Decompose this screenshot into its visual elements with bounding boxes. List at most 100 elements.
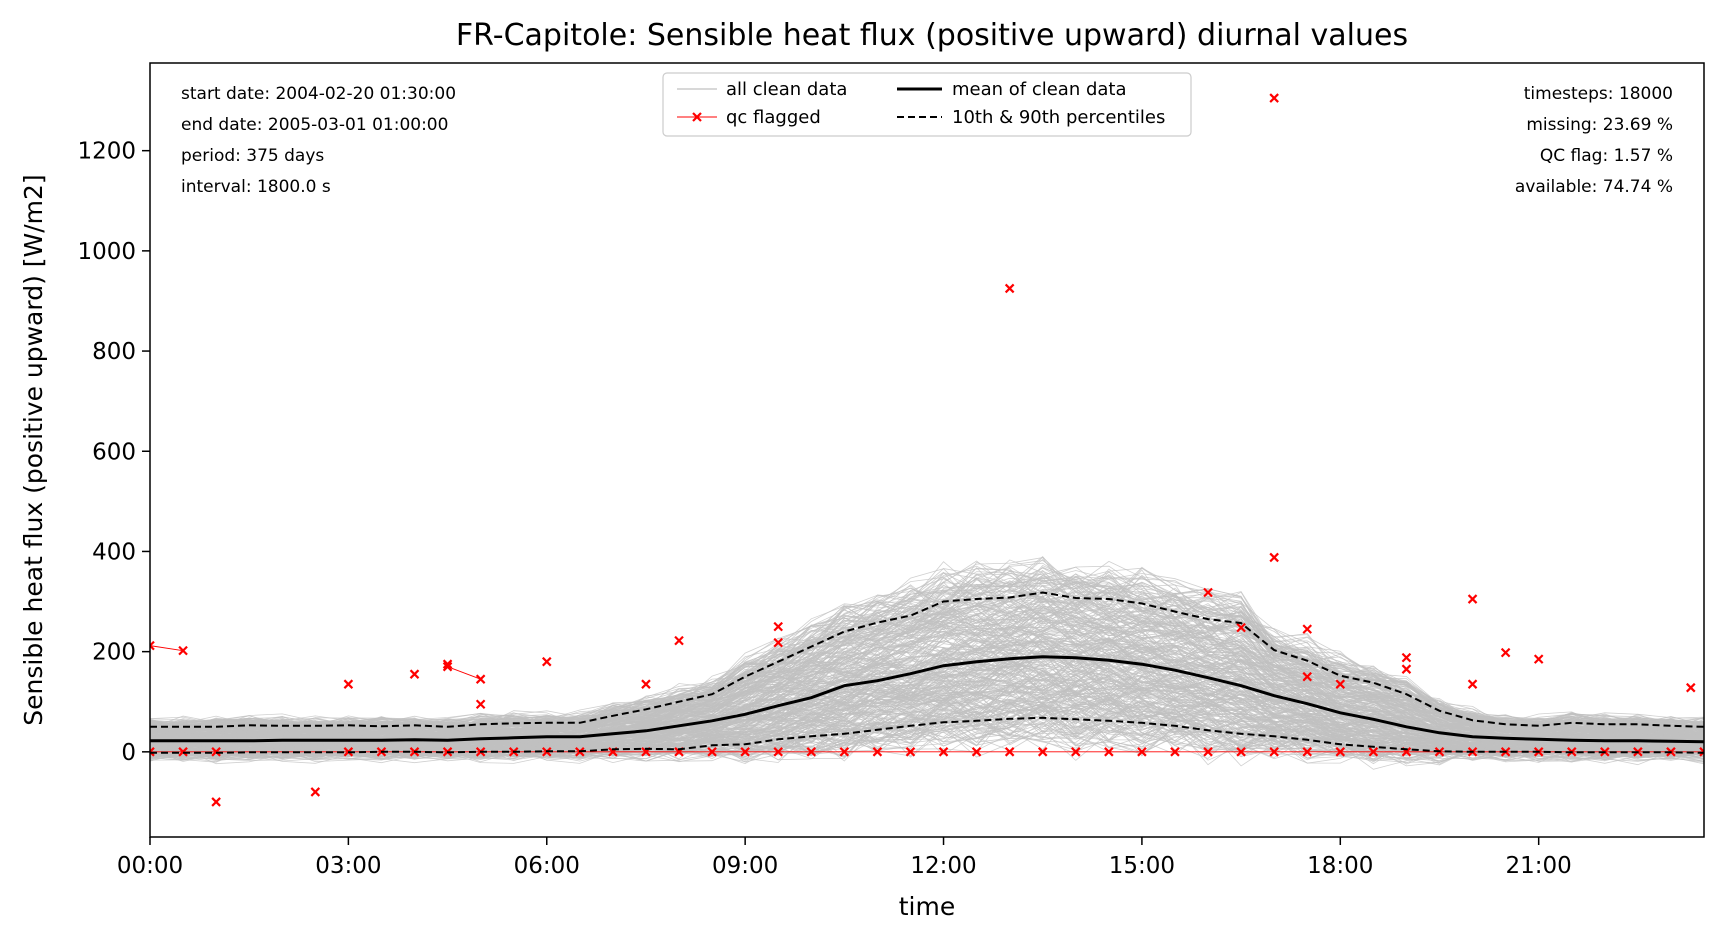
qc-marker xyxy=(806,747,817,757)
qc-marker xyxy=(773,747,783,757)
qc-marker xyxy=(1467,594,1478,604)
qc-marker xyxy=(1533,654,1544,664)
qc-marker xyxy=(1401,664,1412,674)
clean-data-line xyxy=(150,596,1704,737)
qc-marker xyxy=(1004,747,1015,757)
qc-marker xyxy=(1170,747,1180,757)
qc-marker xyxy=(872,747,883,757)
x-tick-label-4: 12:00 xyxy=(910,853,976,879)
clean-data-line xyxy=(150,572,1704,731)
info-end-date: end date: 2005-03-01 01:00:00 xyxy=(181,115,448,135)
qc-marker xyxy=(1401,652,1412,663)
x-axis-ticks: 00:00 03:00 06:00 09:00 12:00 15:00 18:00 21:00 xyxy=(117,837,1572,879)
x-tick-label-7: 21:00 xyxy=(1506,853,1572,879)
qc-marker xyxy=(1269,747,1279,757)
x-tick-label-0: 00:00 xyxy=(117,853,183,879)
qc-segment xyxy=(150,645,184,652)
info-timesteps: timesteps: 18000 xyxy=(1524,84,1673,104)
legend-label-clean: all clean data xyxy=(726,79,847,100)
qc-marker xyxy=(773,637,783,648)
x-tick-label-3: 09:00 xyxy=(712,853,778,879)
legend: all clean data qc flagged mean of clean … xyxy=(662,72,1192,137)
qc-marker xyxy=(1335,679,1346,689)
statistics-lines xyxy=(150,591,1704,754)
clean-data-line xyxy=(150,673,1704,750)
qc-marker xyxy=(310,787,321,797)
qc-marker xyxy=(1302,624,1313,634)
qc-marker xyxy=(178,645,188,656)
clean-data-line xyxy=(150,694,1704,759)
y-axis-label: Sensible heat flux (positive upward) [W/… xyxy=(19,174,48,725)
mean-line xyxy=(150,655,1704,744)
qc-marker xyxy=(409,669,420,679)
qc-marker xyxy=(1104,747,1114,757)
legend-swatch-qc-marker xyxy=(692,112,702,122)
x-tick-label-2: 06:00 xyxy=(514,853,580,879)
clean-data-line xyxy=(150,655,1704,751)
qc-marker xyxy=(442,659,453,669)
y-tick-label-1: 200 xyxy=(92,640,136,666)
qc-marker xyxy=(839,747,850,757)
qc-marker xyxy=(343,679,354,689)
clean-data-line xyxy=(150,628,1704,742)
qc-marker xyxy=(1071,747,1081,757)
qc-marker xyxy=(1335,747,1346,757)
clean-data-line xyxy=(150,671,1704,750)
y-tick-label-6: 1200 xyxy=(77,139,136,165)
qc-marker xyxy=(1269,93,1279,103)
x-tick-label-6: 18:00 xyxy=(1307,853,1373,879)
info-missing: missing: 23.69 % xyxy=(1526,115,1673,135)
qc-marker xyxy=(971,747,982,757)
qc-marker xyxy=(641,679,651,689)
legend-label-qc: qc flagged xyxy=(726,107,821,128)
qc-marker xyxy=(707,747,717,757)
qc-marker xyxy=(905,747,916,757)
clean-data-line xyxy=(150,581,1704,733)
p10-line xyxy=(150,716,1704,754)
qc-marker xyxy=(1269,552,1279,563)
y-tick-label-0: 0 xyxy=(121,740,136,766)
info-period: period: 375 days xyxy=(181,146,324,166)
qc-marker xyxy=(475,674,486,684)
qc-marker xyxy=(541,656,552,667)
clean-data-line xyxy=(150,596,1704,741)
qc-marker xyxy=(150,747,155,757)
qc-marker xyxy=(740,747,750,757)
x-tick-label-5: 15:00 xyxy=(1109,853,1175,879)
qc-marker xyxy=(1685,682,1696,693)
legend-frame xyxy=(662,72,1192,137)
qc-marker xyxy=(1203,587,1213,598)
qc-marker xyxy=(674,635,684,646)
qc-marker xyxy=(442,661,453,672)
qc-segment xyxy=(447,666,481,680)
qc-marker xyxy=(1500,647,1511,658)
y-tick-label-2: 400 xyxy=(92,539,136,565)
chart-title: FR-Capitole: Sensible heat flux (positiv… xyxy=(456,18,1408,53)
qc-marker xyxy=(1203,747,1213,757)
y-tick-label-3: 600 xyxy=(92,439,136,465)
clean-data-line xyxy=(150,692,1704,758)
qc-marker xyxy=(938,747,949,757)
x-axis-label: time xyxy=(899,892,955,921)
clean-data-line xyxy=(150,711,1704,767)
qc-marker xyxy=(1037,747,1048,757)
p90-line xyxy=(150,591,1704,728)
info-box-left: start date: 2004-02-20 01:30:00 end date… xyxy=(181,84,456,197)
qc-marker xyxy=(475,699,486,710)
legend-label-percentiles: 10th & 90th percentiles xyxy=(952,107,1165,128)
info-box-right: timesteps: 18000 missing: 23.69 % QC fla… xyxy=(1515,84,1673,197)
y-tick-label-4: 800 xyxy=(92,339,136,365)
clean-data-line xyxy=(150,649,1704,748)
qc-marker xyxy=(1236,747,1246,757)
qc-marker xyxy=(1236,622,1246,633)
clean-data-line xyxy=(150,616,1704,744)
info-available: available: 74.74 % xyxy=(1515,177,1673,197)
plot-area xyxy=(150,93,1704,807)
qc-marker xyxy=(1368,747,1379,757)
clean-data-line xyxy=(150,702,1704,764)
qc-marker xyxy=(1467,679,1478,689)
qc-marker xyxy=(1699,747,1704,757)
y-axis-ticks: 0 200 400 600 800 1000 1200 xyxy=(77,139,150,766)
clean-data-line xyxy=(150,712,1704,764)
